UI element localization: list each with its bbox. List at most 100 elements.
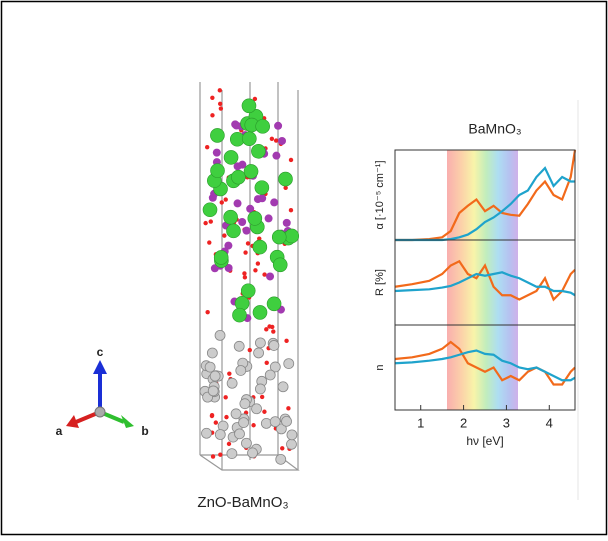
x-tick-label: 3 — [503, 415, 510, 430]
atom-zn — [277, 381, 289, 393]
atom-ba — [210, 128, 225, 143]
atom-o — [288, 157, 294, 163]
atom-o — [204, 144, 210, 150]
atom-o — [223, 197, 228, 202]
atom-o — [257, 236, 262, 241]
atom-zn — [275, 423, 287, 435]
atom-ba — [213, 250, 229, 265]
atom-ba — [272, 257, 288, 273]
line-series — [395, 149, 577, 242]
atom-o — [247, 347, 252, 353]
line-series — [394, 349, 576, 382]
atom-o — [222, 233, 227, 238]
atom-o — [210, 454, 216, 459]
atom-o — [262, 409, 267, 414]
x-tick-label: 4 — [546, 415, 553, 430]
atom-o — [252, 96, 258, 102]
atom-mn — [208, 193, 217, 202]
atom-ba — [231, 169, 246, 185]
atom-mn — [270, 198, 279, 207]
axis-label: c — [97, 345, 104, 359]
line-series — [394, 340, 576, 386]
atom-o — [253, 268, 258, 273]
atom-ba — [243, 164, 259, 179]
y-axis-label: α [·10⁻⁵ cm⁻¹] — [374, 161, 386, 230]
atom-ba — [266, 296, 282, 312]
atom-o — [242, 275, 248, 280]
atom-o — [243, 250, 248, 255]
line-series — [394, 259, 576, 302]
atom-zn — [241, 437, 252, 449]
atom-o — [218, 106, 224, 111]
axis-label: a — [56, 424, 63, 438]
atom-mn — [274, 121, 283, 130]
atom-o — [213, 420, 219, 425]
atom-o — [251, 423, 256, 428]
atom-mn — [246, 204, 255, 213]
y-axis-label: n — [374, 364, 386, 370]
atom-mn — [233, 162, 242, 171]
atom-o — [203, 220, 208, 226]
atom-mn — [224, 263, 233, 272]
atom-zn — [254, 383, 266, 395]
atom-zn — [268, 340, 280, 351]
atom-o — [217, 88, 223, 93]
x-tick-label: 1 — [417, 415, 424, 430]
atom-ba — [210, 163, 225, 178]
atom-zn — [247, 447, 258, 459]
atom-o — [269, 136, 275, 141]
atom-o — [255, 261, 261, 266]
atom-zn — [269, 361, 281, 373]
visible-band — [447, 150, 518, 410]
atom-mn — [224, 241, 233, 250]
atom-zn — [233, 340, 245, 352]
atom-ba — [242, 131, 257, 146]
atom-zn — [275, 453, 287, 465]
atom-ba — [251, 144, 266, 159]
atom-mn — [242, 226, 251, 235]
atom-zn — [235, 365, 247, 376]
atom-zn — [214, 429, 226, 440]
axis-label: b — [141, 424, 148, 438]
atom-ba — [241, 98, 257, 114]
atom-zn — [214, 329, 226, 341]
atom-o — [205, 309, 210, 315]
atom-o — [271, 329, 276, 334]
atom-ba — [254, 180, 270, 195]
structure-label: ZnO-BaMnO₃ — [197, 494, 288, 511]
atom-o — [262, 272, 267, 277]
atom-o — [224, 414, 229, 420]
atom-ba — [247, 211, 263, 226]
atom-zn — [207, 385, 219, 397]
atom-o — [259, 394, 265, 400]
atom-zn — [239, 398, 251, 410]
atom-ba — [202, 202, 218, 218]
x-tick-label: 2 — [460, 415, 467, 430]
axis-indicator: c a b — [56, 345, 149, 438]
atom-o — [217, 101, 223, 107]
atom-o — [223, 395, 228, 400]
atom-zn — [206, 347, 218, 359]
atom-ba — [223, 209, 238, 225]
atom-o — [286, 406, 291, 411]
atom-o — [280, 446, 285, 451]
atom-o — [210, 113, 215, 118]
crystal-structure — [199, 82, 300, 471]
atom-zn — [286, 429, 298, 441]
atom-mn — [282, 218, 291, 227]
atom-ba — [252, 305, 268, 320]
atom-ba — [226, 223, 241, 239]
atom-o — [218, 452, 223, 457]
atom-o — [207, 240, 212, 245]
atom-o — [273, 138, 279, 143]
atom-o — [288, 208, 294, 213]
atom-zn — [226, 448, 238, 460]
atom-zn — [230, 408, 242, 420]
atom-mn — [266, 272, 275, 281]
atom-zn — [286, 438, 297, 450]
atom-ba — [232, 307, 247, 323]
atom-o — [226, 441, 232, 447]
atom-mn — [253, 195, 262, 204]
atom-ba — [271, 229, 287, 245]
atom-mn — [212, 148, 221, 157]
